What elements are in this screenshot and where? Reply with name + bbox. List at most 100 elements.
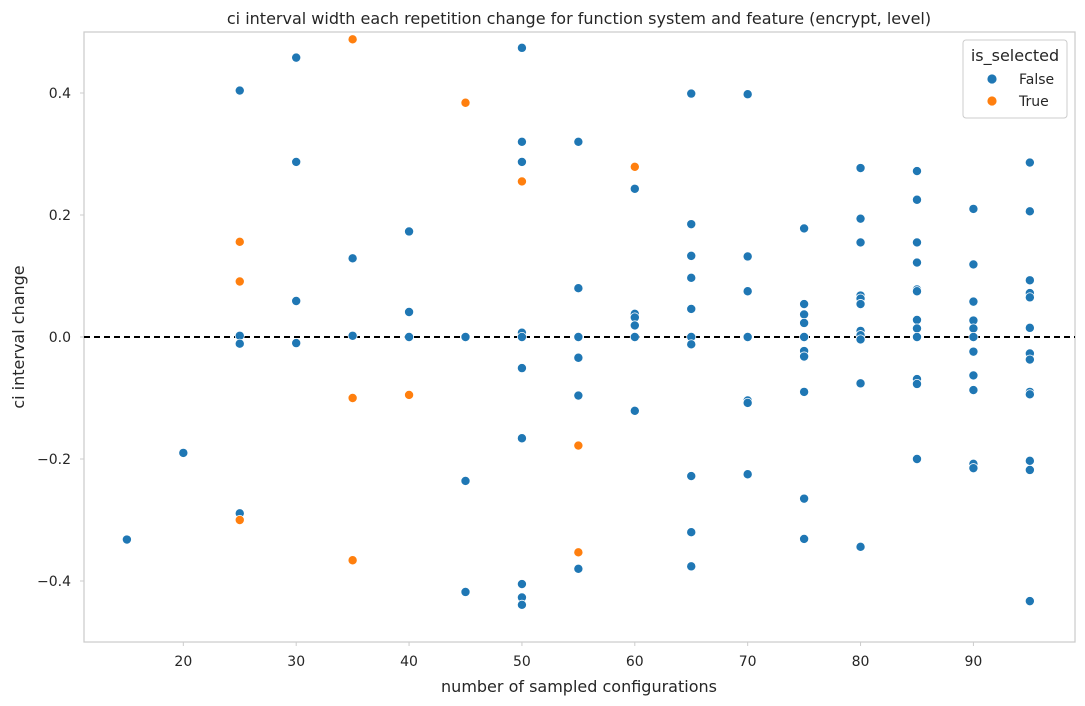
- data-point: [629, 320, 640, 331]
- x-tick-label: 30: [287, 654, 305, 670]
- data-point: [686, 561, 697, 572]
- data-point: [629, 405, 640, 416]
- data-point: [1024, 389, 1035, 400]
- data-point: [347, 555, 358, 566]
- legend: is_selected False True: [962, 39, 1068, 119]
- data-point: [573, 547, 584, 558]
- data-point: [234, 85, 245, 96]
- data-point: [573, 331, 584, 342]
- data-point: [516, 331, 527, 342]
- data-point: [911, 453, 922, 464]
- data-point: [516, 42, 527, 53]
- data-point: [742, 469, 753, 480]
- data-point: [234, 338, 245, 349]
- data-point: [629, 161, 640, 172]
- x-tick-label: 60: [626, 654, 644, 670]
- data-point: [799, 533, 810, 544]
- data-point: [968, 370, 979, 381]
- data-point: [573, 390, 584, 401]
- data-point: [460, 331, 471, 342]
- data-point: [855, 163, 866, 174]
- data-point: [1024, 157, 1035, 168]
- data-point: [911, 378, 922, 389]
- data-point: [855, 213, 866, 224]
- legend-marker-true: [986, 95, 998, 107]
- y-tick-label: −0.2: [37, 452, 71, 468]
- data-point: [742, 286, 753, 297]
- data-point: [516, 136, 527, 147]
- data-point: [742, 89, 753, 100]
- x-tick-label: 80: [852, 654, 870, 670]
- data-point: [1024, 455, 1035, 466]
- data-point: [1024, 464, 1035, 475]
- data-point: [573, 283, 584, 294]
- data-point: [799, 299, 810, 310]
- x-tick-label: 40: [400, 654, 418, 670]
- x-axis-label: number of sampled configurations: [441, 677, 717, 696]
- data-point: [1024, 206, 1035, 217]
- data-point: [968, 296, 979, 307]
- y-axis: −0.4 −0.2 0.0 0.2 0.4: [37, 86, 84, 590]
- data-point: [968, 259, 979, 270]
- data-point: [1024, 354, 1035, 365]
- y-tick-label: 0.0: [49, 330, 71, 346]
- data-point: [799, 386, 810, 397]
- data-point: [404, 226, 415, 237]
- series-false: [121, 42, 1035, 610]
- data-point: [686, 250, 697, 261]
- data-point: [686, 88, 697, 99]
- data-point: [404, 306, 415, 317]
- data-point: [234, 276, 245, 287]
- data-point: [629, 183, 640, 194]
- data-point: [291, 296, 302, 307]
- data-point: [968, 463, 979, 474]
- data-point: [629, 331, 640, 342]
- data-point: [911, 257, 922, 268]
- data-point: [686, 219, 697, 230]
- data-point: [799, 493, 810, 504]
- data-point: [404, 389, 415, 400]
- data-point: [573, 440, 584, 451]
- data-point: [799, 309, 810, 320]
- data-point: [291, 338, 302, 349]
- x-axis: 20 30 40 50 60 70 80 90: [174, 642, 982, 670]
- data-point: [742, 331, 753, 342]
- data-point: [686, 339, 697, 350]
- data-point: [460, 475, 471, 486]
- y-tick-label: −0.4: [37, 574, 71, 590]
- data-point: [799, 223, 810, 234]
- data-point: [855, 541, 866, 552]
- data-point: [516, 579, 527, 590]
- data-point: [686, 527, 697, 538]
- data-point: [968, 346, 979, 357]
- data-point: [291, 156, 302, 167]
- data-point: [516, 176, 527, 187]
- series-true: [234, 34, 640, 566]
- data-point: [573, 352, 584, 363]
- data-point: [516, 433, 527, 444]
- x-tick-label: 90: [965, 654, 983, 670]
- data-point: [799, 351, 810, 362]
- legend-title: is_selected: [971, 46, 1059, 66]
- data-point: [742, 251, 753, 262]
- data-point: [460, 97, 471, 108]
- data-point: [855, 237, 866, 248]
- legend-marker-false: [986, 73, 998, 85]
- y-axis-label: ci interval change: [9, 265, 28, 408]
- data-point: [516, 599, 527, 610]
- data-point: [911, 166, 922, 177]
- legend-label-false: False: [1019, 72, 1054, 88]
- y-tick-label: 0.2: [49, 208, 71, 224]
- data-point: [460, 586, 471, 597]
- data-point: [911, 237, 922, 248]
- data-point: [855, 334, 866, 345]
- data-point: [968, 331, 979, 342]
- x-tick-label: 70: [739, 654, 757, 670]
- data-point: [686, 471, 697, 482]
- data-point: [1024, 292, 1035, 303]
- data-point: [742, 397, 753, 408]
- data-point: [1024, 275, 1035, 286]
- data-point: [1024, 322, 1035, 333]
- data-point: [911, 323, 922, 334]
